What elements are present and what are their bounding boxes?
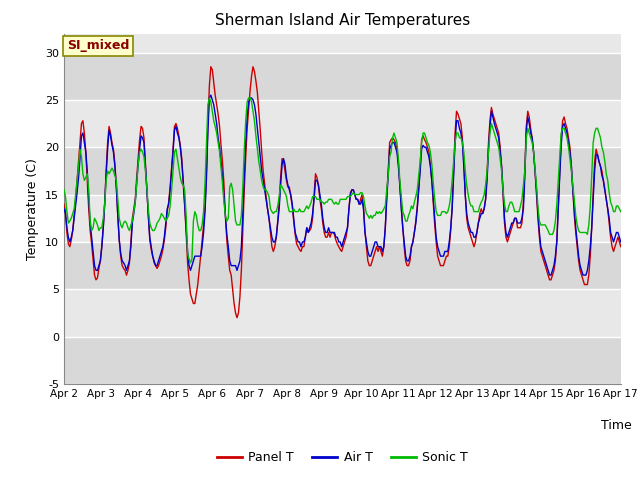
Air T (79, 130, 87, 136)
Text: SI_mixed: SI_mixed (67, 39, 129, 52)
Sonic T (97, 225, 104, 230)
Sonic T (543, 225, 550, 230)
Panel T (79, 118, 87, 124)
Sonic T (617, 209, 625, 215)
Air T (97, 258, 104, 264)
Sonic T (616, 206, 623, 212)
Title: Sherman Island Air Temperatures: Sherman Island Air Temperatures (215, 13, 470, 28)
Legend: Panel T, Air T, Sonic T: Panel T, Air T, Sonic T (212, 446, 473, 469)
Bar (64, 52, 621, 100)
Panel T (60, 201, 68, 207)
Sonic T (187, 260, 195, 265)
Y-axis label: Temperature (C): Temperature (C) (26, 158, 40, 260)
Bar (64, 100, 621, 147)
Air T (458, 140, 466, 145)
Panel T (460, 158, 468, 164)
Bar (64, 242, 621, 289)
Sonic T (79, 171, 87, 177)
Air T (617, 239, 625, 245)
Air T (207, 92, 214, 98)
X-axis label: Time: Time (601, 419, 632, 432)
Bar (64, 194, 621, 242)
Bar (64, 289, 621, 336)
Air T (60, 206, 68, 212)
Panel T (543, 267, 550, 273)
Panel T (616, 239, 623, 245)
Bar (64, 147, 621, 194)
Air T (616, 234, 623, 240)
Panel T (207, 64, 214, 70)
Panel T (233, 315, 241, 321)
Sonic T (349, 190, 357, 195)
Air T (348, 187, 356, 193)
Line: Panel T: Panel T (64, 67, 621, 318)
Sonic T (60, 187, 68, 193)
Line: Air T: Air T (64, 95, 621, 275)
Air T (541, 258, 549, 264)
Bar (64, 336, 621, 384)
Sonic T (460, 149, 468, 155)
Panel T (97, 258, 104, 264)
Panel T (617, 244, 625, 250)
Air T (546, 272, 554, 278)
Line: Sonic T: Sonic T (64, 98, 621, 263)
Panel T (349, 187, 357, 193)
Sonic T (205, 95, 213, 101)
